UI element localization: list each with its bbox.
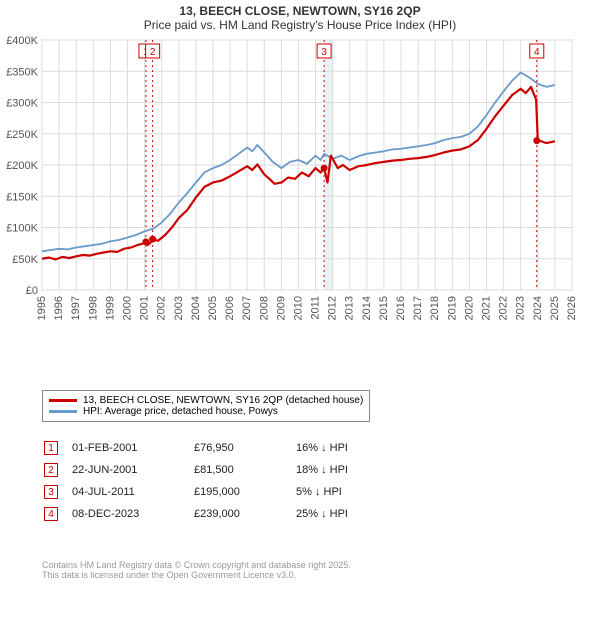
sale-row: 1 01-FEB-2001£76,95016% ↓ HPI [44, 438, 360, 458]
svg-text:2007: 2007 [241, 296, 253, 320]
svg-text:2025: 2025 [549, 296, 561, 320]
svg-text:1995: 1995 [36, 296, 48, 320]
sale-date: 01-FEB-2001 [72, 438, 192, 458]
svg-text:2006: 2006 [224, 296, 236, 320]
svg-text:2016: 2016 [395, 296, 407, 320]
sale-delta: 5% ↓ HPI [296, 482, 360, 502]
svg-text:£300K: £300K [6, 98, 38, 110]
sale-row: 2 22-JUN-2001£81,50018% ↓ HPI [44, 460, 360, 480]
sale-marker-num: 3 [44, 485, 58, 499]
svg-text:£0: £0 [26, 285, 38, 297]
legend-label: 13, BEECH CLOSE, NEWTOWN, SY16 2QP (deta… [83, 395, 363, 406]
sales-table: 1 01-FEB-2001£76,95016% ↓ HPI 2 22-JUN-2001… [42, 436, 362, 526]
footer-line1: Contains HM Land Registry data © Crown c… [42, 560, 351, 570]
svg-text:2005: 2005 [207, 296, 219, 320]
svg-text:4: 4 [534, 47, 540, 58]
sale-delta: 18% ↓ HPI [296, 460, 360, 480]
svg-text:1996: 1996 [53, 296, 65, 320]
svg-text:2011: 2011 [310, 296, 322, 320]
svg-text:2022: 2022 [498, 296, 510, 320]
sale-delta: 16% ↓ HPI [296, 438, 360, 458]
svg-text:2021: 2021 [481, 296, 493, 320]
svg-text:3: 3 [321, 47, 327, 58]
svg-text:2001: 2001 [139, 296, 151, 320]
svg-text:2024: 2024 [532, 296, 544, 320]
svg-text:2000: 2000 [121, 296, 133, 320]
svg-text:1998: 1998 [87, 296, 99, 320]
svg-text:£350K: £350K [6, 66, 38, 78]
svg-text:2002: 2002 [156, 296, 168, 320]
page: 13, BEECH CLOSE, NEWTOWN, SY16 2QP Price… [0, 0, 600, 620]
sale-price: £81,500 [194, 460, 294, 480]
svg-text:2017: 2017 [412, 296, 424, 320]
svg-text:2004: 2004 [190, 296, 202, 320]
svg-text:2015: 2015 [378, 296, 390, 320]
svg-text:2023: 2023 [515, 296, 527, 320]
svg-text:2026: 2026 [566, 296, 578, 320]
svg-text:2: 2 [150, 47, 156, 58]
svg-text:£250K: £250K [6, 129, 38, 141]
sale-marker-num: 4 [44, 507, 58, 521]
sale-marker-num: 2 [44, 463, 58, 477]
svg-text:2020: 2020 [463, 296, 475, 320]
legend: 13, BEECH CLOSE, NEWTOWN, SY16 2QP (deta… [42, 390, 370, 422]
legend-swatch [49, 399, 77, 402]
sale-delta: 25% ↓ HPI [296, 504, 360, 524]
svg-text:1999: 1999 [104, 296, 116, 320]
sale-marker-num: 1 [44, 441, 58, 455]
legend-label: HPI: Average price, detached house, Powy… [83, 406, 278, 417]
price-chart: £0 £50K £100K £150K £200K £250K £300K £350K £400… [0, 0, 600, 340]
sale-date: 22-JUN-2001 [72, 460, 192, 480]
svg-text:2012: 2012 [327, 296, 339, 320]
svg-text:£100K: £100K [6, 223, 38, 235]
svg-text:2003: 2003 [173, 296, 185, 320]
sale-price: £76,950 [194, 438, 294, 458]
svg-text:2014: 2014 [361, 296, 373, 320]
svg-text:2013: 2013 [344, 296, 356, 320]
svg-text:2008: 2008 [258, 296, 270, 320]
sale-date: 04-JUL-2011 [72, 482, 192, 502]
svg-text:£200K: £200K [6, 160, 38, 172]
sale-price: £239,000 [194, 504, 294, 524]
sale-row: 4 08-DEC-2023£239,00025% ↓ HPI [44, 504, 360, 524]
svg-text:£150K: £150K [6, 191, 38, 203]
svg-text:£400K: £400K [6, 35, 38, 47]
svg-text:1997: 1997 [70, 296, 82, 320]
svg-text:2010: 2010 [292, 296, 304, 320]
footer-line2: This data is licensed under the Open Gov… [42, 570, 351, 580]
legend-swatch [49, 410, 77, 413]
sale-row: 3 04-JUL-2011£195,0005% ↓ HPI [44, 482, 360, 502]
legend-item: 13, BEECH CLOSE, NEWTOWN, SY16 2QP (deta… [49, 395, 363, 406]
legend-item: HPI: Average price, detached house, Powy… [49, 406, 363, 417]
svg-text:£50K: £50K [12, 254, 38, 266]
svg-text:2019: 2019 [446, 296, 458, 320]
sale-price: £195,000 [194, 482, 294, 502]
sale-date: 08-DEC-2023 [72, 504, 192, 524]
svg-text:2018: 2018 [429, 296, 441, 320]
svg-text:2009: 2009 [275, 296, 287, 320]
footer-attribution: Contains HM Land Registry data © Crown c… [42, 560, 351, 580]
